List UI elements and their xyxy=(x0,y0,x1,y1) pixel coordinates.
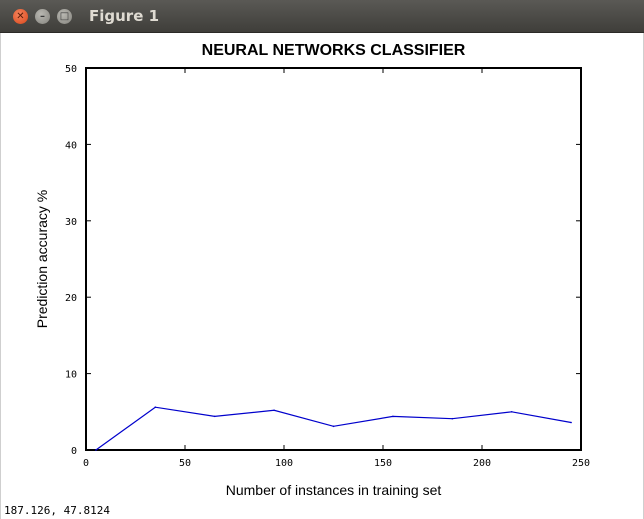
window-titlebar[interactable]: ✕ – □ Figure 1 xyxy=(0,0,644,33)
close-window-button[interactable]: ✕ xyxy=(13,9,28,24)
y-tick-label: 0 xyxy=(71,446,77,457)
chart-title: NEURAL NETWORKS CLASSIFIER xyxy=(202,42,466,59)
data-point xyxy=(332,425,335,428)
y-tick-label: 50 xyxy=(65,64,77,75)
y-tick-label: 10 xyxy=(65,370,77,381)
window-title: Figure 1 xyxy=(89,7,160,25)
series-line[interactable] xyxy=(95,406,572,451)
figure-canvas[interactable]: 0 50 100 150 200 250 0 10 20 30 40 50 NEURAL NETWORK… xyxy=(0,33,644,519)
x-tick-label: 150 xyxy=(374,458,392,469)
plot-frame xyxy=(85,67,582,451)
data-point xyxy=(451,417,454,420)
x-axis-label: Number of instances in training set xyxy=(226,482,442,498)
maximize-window-button[interactable]: □ xyxy=(57,9,72,24)
data-point xyxy=(273,409,275,412)
line-chart[interactable]: 0 50 100 150 200 250 0 10 20 30 40 50 NEURAL NETWORK… xyxy=(1,33,644,519)
x-tick-label: 0 xyxy=(83,458,89,469)
data-point xyxy=(392,415,394,418)
x-tick-label: 200 xyxy=(473,458,491,469)
data-point xyxy=(154,406,157,409)
data-point xyxy=(95,449,97,451)
cursor-coordinates: 187.126, 47.8124 xyxy=(4,504,110,517)
data-point xyxy=(570,421,572,424)
y-tick-label: 40 xyxy=(65,140,77,151)
y-axis-label: Prediction accuracy % xyxy=(34,190,50,329)
data-point xyxy=(510,411,513,413)
y-tick-label: 30 xyxy=(65,217,77,228)
x-tick-label: 250 xyxy=(572,458,590,469)
y-tick-label: 20 xyxy=(65,293,77,304)
data-point xyxy=(213,415,216,418)
minimize-window-button[interactable]: – xyxy=(35,9,50,24)
x-tick-label: 100 xyxy=(275,458,293,469)
x-tick-label: 50 xyxy=(179,458,191,469)
